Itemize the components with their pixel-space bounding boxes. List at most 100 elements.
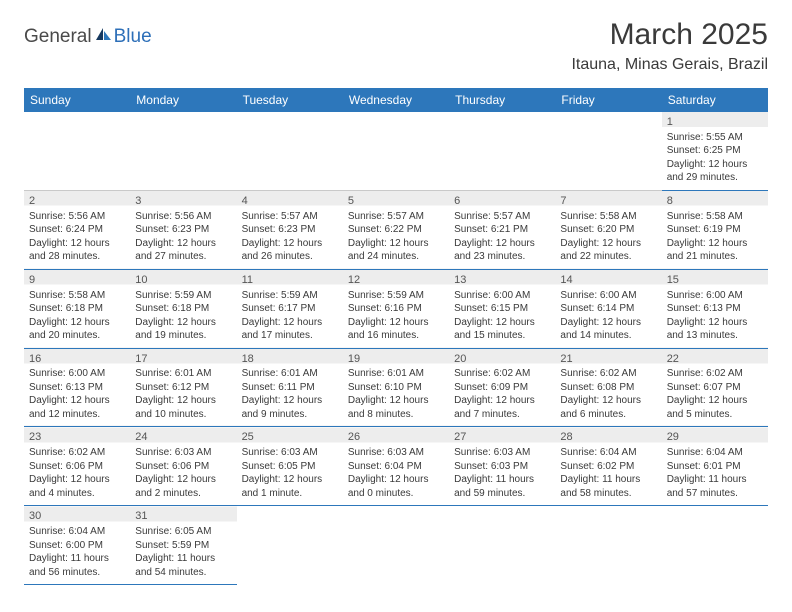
calendar-body: 1Sunrise: 5:55 AMSunset: 6:25 PMDaylight…: [24, 112, 768, 585]
day-number: 17: [135, 352, 231, 367]
day-number: 18: [242, 352, 338, 367]
sunrise-line: Sunrise: 6:02 AM: [667, 367, 763, 381]
weekday-header: Thursday: [449, 88, 555, 112]
sunset-line: Sunset: 6:16 PM: [348, 302, 444, 316]
daylight-line: Daylight: 12 hours and 8 minutes.: [348, 394, 444, 421]
sunset-line: Sunset: 6:19 PM: [667, 223, 763, 237]
empty-cell: [130, 112, 236, 190]
sunrise-line: Sunrise: 5:58 AM: [29, 289, 125, 303]
sunset-line: Sunset: 6:14 PM: [560, 302, 656, 316]
day-cell: 22Sunrise: 6:02 AMSunset: 6:07 PMDayligh…: [662, 348, 768, 427]
sunset-line: Sunset: 6:24 PM: [29, 223, 125, 237]
sunrise-line: Sunrise: 6:01 AM: [242, 367, 338, 381]
sunrise-line: Sunrise: 5:59 AM: [348, 289, 444, 303]
daylight-line: Daylight: 12 hours and 19 minutes.: [135, 316, 231, 343]
day-number: 31: [135, 509, 231, 524]
sunrise-line: Sunrise: 5:57 AM: [348, 210, 444, 224]
daylight-line: Daylight: 12 hours and 22 minutes.: [560, 237, 656, 264]
daylight-line: Daylight: 12 hours and 4 minutes.: [29, 473, 125, 500]
day-cell: 7Sunrise: 5:58 AMSunset: 6:20 PMDaylight…: [555, 190, 661, 269]
day-cell: 17Sunrise: 6:01 AMSunset: 6:12 PMDayligh…: [130, 348, 236, 427]
sunset-line: Sunset: 6:01 PM: [667, 460, 763, 474]
calendar-table: Sunday Monday Tuesday Wednesday Thursday…: [24, 88, 768, 585]
sunrise-line: Sunrise: 6:04 AM: [560, 446, 656, 460]
day-cell: 25Sunrise: 6:03 AMSunset: 6:05 PMDayligh…: [237, 427, 343, 506]
day-number: 8: [667, 194, 763, 209]
sunset-line: Sunset: 6:20 PM: [560, 223, 656, 237]
day-cell: 1Sunrise: 5:55 AMSunset: 6:25 PMDaylight…: [662, 112, 768, 190]
day-number: 6: [454, 194, 550, 209]
day-number: 15: [667, 273, 763, 288]
sunset-line: Sunset: 6:13 PM: [667, 302, 763, 316]
day-cell: 20Sunrise: 6:02 AMSunset: 6:09 PMDayligh…: [449, 348, 555, 427]
sunrise-line: Sunrise: 5:58 AM: [560, 210, 656, 224]
daylight-line: Daylight: 12 hours and 28 minutes.: [29, 237, 125, 264]
sunset-line: Sunset: 6:05 PM: [242, 460, 338, 474]
sunset-line: Sunset: 5:59 PM: [135, 539, 231, 553]
sunrise-line: Sunrise: 5:57 AM: [454, 210, 550, 224]
weekday-header: Tuesday: [237, 88, 343, 112]
daylight-line: Daylight: 12 hours and 5 minutes.: [667, 394, 763, 421]
sail-icon: [94, 26, 112, 48]
day-number: 25: [242, 430, 338, 445]
page-title: March 2025: [571, 18, 768, 52]
sunrise-line: Sunrise: 6:03 AM: [348, 446, 444, 460]
sunrise-line: Sunrise: 5:59 AM: [242, 289, 338, 303]
day-cell: 2Sunrise: 5:56 AMSunset: 6:24 PMDaylight…: [24, 190, 130, 269]
weekday-header: Sunday: [24, 88, 130, 112]
empty-cell: [555, 112, 661, 190]
day-cell: 30Sunrise: 6:04 AMSunset: 6:00 PMDayligh…: [24, 506, 130, 585]
daylight-line: Daylight: 11 hours and 56 minutes.: [29, 552, 125, 579]
daylight-line: Daylight: 12 hours and 9 minutes.: [242, 394, 338, 421]
sunset-line: Sunset: 6:07 PM: [667, 381, 763, 395]
day-number: 22: [667, 352, 763, 367]
day-number: 21: [560, 352, 656, 367]
logo-text: GeneralBlue: [24, 26, 152, 48]
sunset-line: Sunset: 6:03 PM: [454, 460, 550, 474]
day-cell: 18Sunrise: 6:01 AMSunset: 6:11 PMDayligh…: [237, 348, 343, 427]
sunrise-line: Sunrise: 6:03 AM: [135, 446, 231, 460]
sunrise-line: Sunrise: 6:00 AM: [29, 367, 125, 381]
sunset-line: Sunset: 6:09 PM: [454, 381, 550, 395]
logo: GeneralBlue: [24, 18, 152, 48]
sunrise-line: Sunrise: 6:02 AM: [454, 367, 550, 381]
day-cell: 15Sunrise: 6:00 AMSunset: 6:13 PMDayligh…: [662, 269, 768, 348]
sunrise-line: Sunrise: 6:01 AM: [135, 367, 231, 381]
sunrise-line: Sunrise: 5:56 AM: [29, 210, 125, 224]
day-number: 26: [348, 430, 444, 445]
empty-cell: [343, 112, 449, 190]
sunset-line: Sunset: 6:08 PM: [560, 381, 656, 395]
sunrise-line: Sunrise: 5:57 AM: [242, 210, 338, 224]
day-number: 23: [29, 430, 125, 445]
daylight-line: Daylight: 12 hours and 7 minutes.: [454, 394, 550, 421]
sunset-line: Sunset: 6:12 PM: [135, 381, 231, 395]
sunset-line: Sunset: 6:23 PM: [242, 223, 338, 237]
day-number: 1: [667, 115, 763, 130]
sunrise-line: Sunrise: 6:03 AM: [242, 446, 338, 460]
daylight-line: Daylight: 12 hours and 15 minutes.: [454, 316, 550, 343]
sunrise-line: Sunrise: 5:55 AM: [667, 131, 763, 145]
sunrise-line: Sunrise: 6:04 AM: [29, 525, 125, 539]
calendar-row: 16Sunrise: 6:00 AMSunset: 6:13 PMDayligh…: [24, 348, 768, 427]
day-cell: 29Sunrise: 6:04 AMSunset: 6:01 PMDayligh…: [662, 427, 768, 506]
calendar-row: 1Sunrise: 5:55 AMSunset: 6:25 PMDaylight…: [24, 112, 768, 190]
sunrise-line: Sunrise: 6:02 AM: [560, 367, 656, 381]
day-number: 11: [242, 273, 338, 288]
sunset-line: Sunset: 6:15 PM: [454, 302, 550, 316]
day-cell: 4Sunrise: 5:57 AMSunset: 6:23 PMDaylight…: [237, 190, 343, 269]
day-cell: 3Sunrise: 5:56 AMSunset: 6:23 PMDaylight…: [130, 190, 236, 269]
sunrise-line: Sunrise: 6:00 AM: [454, 289, 550, 303]
daylight-line: Daylight: 12 hours and 16 minutes.: [348, 316, 444, 343]
day-number: 24: [135, 430, 231, 445]
day-number: 4: [242, 194, 338, 209]
empty-cell: [343, 506, 449, 585]
daylight-line: Daylight: 12 hours and 1 minute.: [242, 473, 338, 500]
daylight-line: Daylight: 12 hours and 0 minutes.: [348, 473, 444, 500]
sunset-line: Sunset: 6:18 PM: [135, 302, 231, 316]
sunset-line: Sunset: 6:00 PM: [29, 539, 125, 553]
sunrise-line: Sunrise: 5:59 AM: [135, 289, 231, 303]
day-cell: 24Sunrise: 6:03 AMSunset: 6:06 PMDayligh…: [130, 427, 236, 506]
day-number: 3: [135, 194, 231, 209]
day-cell: 9Sunrise: 5:58 AMSunset: 6:18 PMDaylight…: [24, 269, 130, 348]
day-cell: 31Sunrise: 6:05 AMSunset: 5:59 PMDayligh…: [130, 506, 236, 585]
